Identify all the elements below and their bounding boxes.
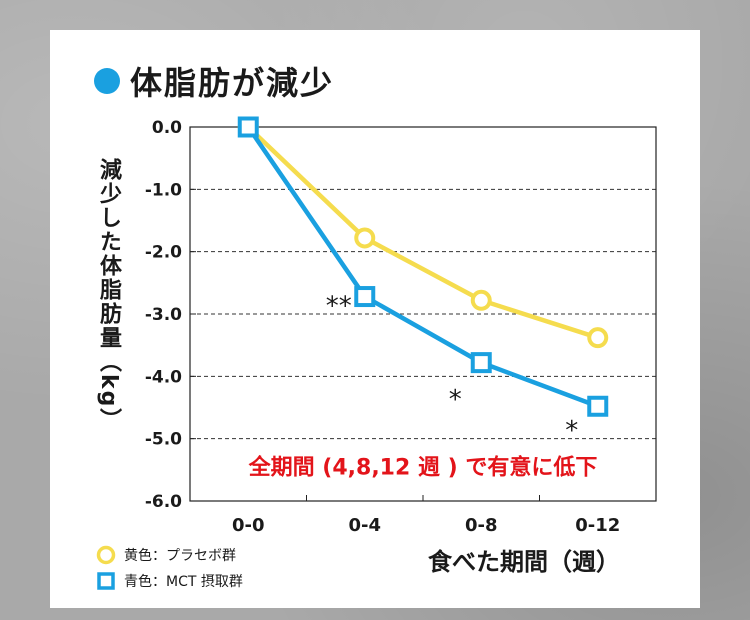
x-tick-label: 0-12 [575,515,620,536]
x-tick-label: 0-8 [465,515,498,536]
y-tick-label: -5.0 [145,430,182,450]
data-point-placebo [354,227,376,249]
chart-svg: 0.0 -1.0 -2.0 -3.0 -4.0 -5.0 -6.0 0-0 0-4 0-8 0-12… [145,116,657,536]
y-axis-label: 減少した体脂肪量（kg） [96,158,121,433]
series-line-mct [246,125,599,409]
legend-item-mct: 青色：MCT 摂取群 [96,568,243,594]
y-tick-label: -1.0 [145,180,182,200]
x-tick-label: 0-0 [232,515,265,536]
y-tick-label: -4.0 [145,367,182,387]
chart-card: 体脂肪が減少 減少した体脂肪量（kg） 0.0 -1.0 -2.0 -3.0 -4.0 -… [50,30,700,608]
significance-note: 全期間 (4,8,12 週 ) で有意に低下 [248,455,598,481]
series-line-placebo [246,125,599,340]
significance-mark: ** [326,291,352,321]
data-point-mct [354,286,376,308]
legend: 黄色：プラセボ群 青色：MCT 摂取群 [96,542,243,594]
significance-mark: * [565,416,578,446]
y-tick-label: -3.0 [145,305,182,325]
blue-square-icon [97,572,115,590]
y-tick-label: -6.0 [145,492,182,512]
y-tick-label: 0.0 [152,118,182,138]
data-point-placebo [470,289,492,311]
x-axis-label: 食べた期間（週） [428,548,620,576]
title-dot-icon [94,68,120,94]
data-point-mct [470,352,492,374]
legend-item-placebo: 黄色：プラセボ群 [96,542,243,568]
y-tick-label: -2.0 [145,243,182,263]
significance-mark: * [449,385,462,415]
data-point-placebo [587,327,609,349]
chart-title: 体脂肪が減少 [130,64,335,102]
data-point-mct [587,395,609,417]
x-tick-label: 0-4 [348,515,381,536]
data-point-mct [237,116,259,138]
legend-label-mct: 青色：MCT 摂取群 [124,574,243,590]
legend-label-placebo: 黄色：プラセボ群 [124,548,236,564]
title-block: 体脂肪が減少 [94,58,334,104]
yellow-circle-icon [96,545,116,565]
